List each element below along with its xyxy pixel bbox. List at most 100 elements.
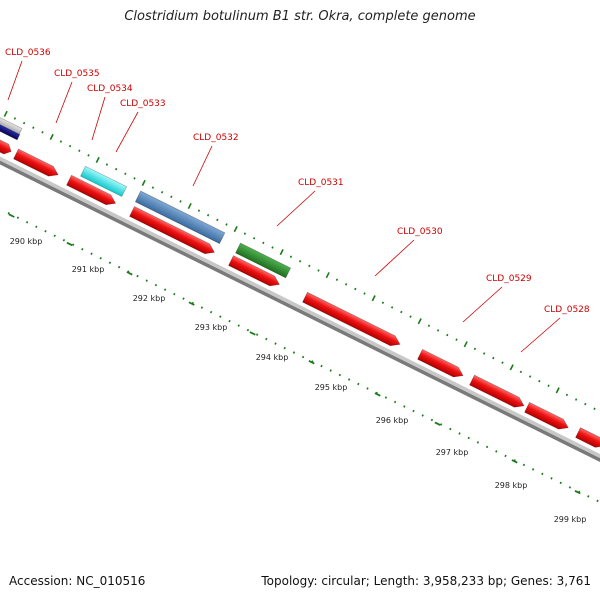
scale-label: 292 kbp [133, 294, 166, 303]
minor-tick [71, 243, 75, 246]
minor-tick [133, 177, 136, 180]
minor-tick [501, 361, 504, 364]
scale-label-group: 290 kbp 291 kbp 292 kbp 293 kbp 294 kbp 295 k… [10, 237, 587, 524]
minor-tick [219, 315, 222, 318]
minor-tick [114, 167, 118, 171]
gene-label-text: CLD_0535 [54, 69, 100, 79]
major-tick [509, 364, 514, 371]
genome-backbone [0, 156, 600, 462]
minor-tick [289, 255, 293, 258]
minor-tick [547, 384, 550, 387]
minor-tick [308, 264, 311, 268]
gene-red-arrow [129, 206, 215, 255]
minor-tick [550, 477, 553, 480]
leader-line [374, 239, 415, 277]
minor-tick [209, 310, 213, 314]
scale-label: 299 kbp [554, 515, 587, 524]
minor-tick [237, 324, 240, 327]
minor-tick [87, 154, 90, 157]
minor-tick [173, 292, 176, 296]
major-tick [555, 387, 560, 394]
major-tick [374, 392, 381, 397]
minor-tick [320, 364, 323, 368]
gene-red-arrow [13, 148, 59, 177]
minor-tick [587, 495, 590, 498]
minor-tick [160, 190, 164, 194]
minor-tick [485, 445, 489, 449]
minor-tick [197, 209, 201, 212]
gene-label-text: CLD_0533 [120, 99, 166, 109]
minor-tick [271, 246, 274, 249]
topology-text: Topology: circular; Length: 3,958,233 bp… [261, 574, 591, 588]
minor-tick [317, 269, 320, 272]
minor-tick [225, 223, 228, 226]
minor-tick [182, 297, 185, 300]
gene-label: CLD_0529 [462, 274, 532, 323]
minor-tick [228, 319, 231, 323]
gene-red-arrow [0, 138, 12, 155]
scale-label: 291 kbp [72, 265, 105, 274]
minor-tick [455, 338, 458, 341]
minor-tick [41, 131, 44, 134]
minor-tick [62, 238, 66, 242]
major-tick [66, 241, 73, 247]
minor-tick [467, 436, 470, 440]
minor-tick [409, 315, 412, 318]
minor-tick [108, 261, 112, 264]
minor-tick [427, 324, 431, 328]
minor-tick [154, 283, 158, 287]
gene-label-text: CLD_0531 [298, 178, 344, 188]
minor-tick [596, 499, 599, 503]
minor-tick [283, 346, 286, 350]
minor-tick [117, 265, 121, 269]
minor-tick [163, 288, 167, 291]
leader-line [276, 190, 316, 227]
minor-tick [246, 328, 250, 332]
minor-tick [262, 241, 265, 245]
minor-tick [538, 379, 541, 383]
minor-tick [568, 486, 572, 489]
minor-tick [366, 387, 369, 390]
minor-tick [473, 347, 477, 351]
gene-label-text: CLD_0528 [544, 305, 590, 315]
gene-label: CLD_0535 [54, 69, 100, 124]
gene-label-text: CLD_0529 [486, 274, 532, 284]
minor-tick [292, 351, 296, 354]
gene-gray [0, 112, 23, 137]
scale-tick-track [7, 212, 599, 503]
leader-line [520, 317, 561, 353]
gene-label: CLD_0532 [192, 133, 239, 187]
gene-steel-blue [134, 190, 226, 244]
major-tick [325, 272, 330, 279]
minor-tick [151, 186, 155, 189]
minor-tick [412, 409, 415, 413]
minor-tick [584, 402, 587, 406]
minor-tick [68, 144, 72, 148]
minor-tick [81, 247, 84, 251]
minor-tick [347, 378, 351, 381]
major-tick [463, 341, 468, 348]
minor-tick [531, 468, 535, 471]
gene-red-arrow [417, 348, 464, 378]
gene-label-text: CLD_0532 [193, 133, 239, 143]
gene-label-text: CLD_0530 [397, 227, 443, 237]
minor-tick [170, 195, 173, 199]
minor-tick [22, 121, 26, 125]
minor-tick [99, 256, 102, 260]
minor-tick [354, 287, 357, 291]
minor-tick [449, 427, 452, 431]
minor-tick [363, 292, 366, 295]
minor-tick [403, 405, 406, 408]
minor-tick [13, 117, 17, 120]
leader-line [192, 145, 213, 187]
gene-label: CLD_0530 [374, 227, 443, 277]
gene-label: CLD_0534 [87, 84, 133, 141]
minor-tick [338, 373, 342, 377]
minor-tick [32, 126, 35, 129]
gene-label-text: CLD_0534 [87, 84, 133, 94]
minor-tick [145, 279, 148, 282]
minor-tick [421, 414, 424, 417]
minor-tick [393, 400, 397, 404]
gene-red-arrow [228, 255, 280, 287]
